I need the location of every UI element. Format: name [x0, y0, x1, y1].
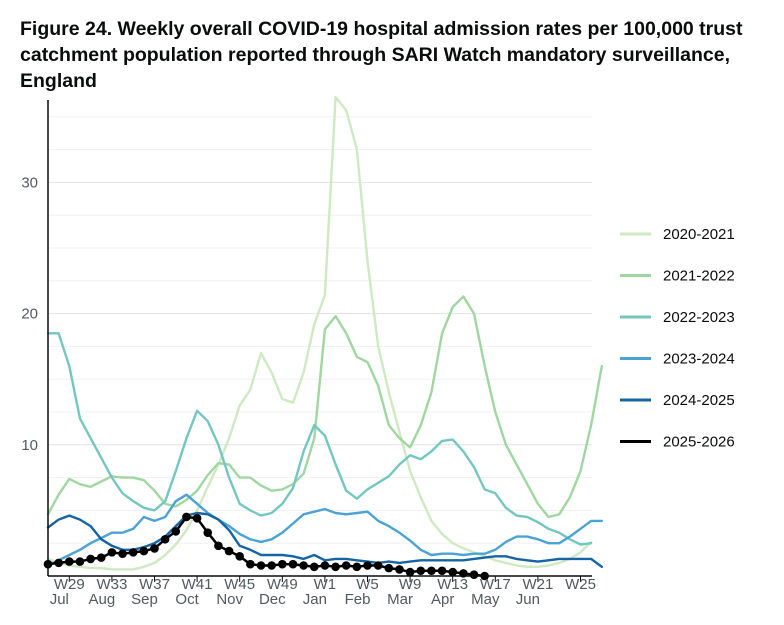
series-point-2025-2026 [320, 561, 330, 570]
series-point-2025-2026 [182, 512, 191, 522]
series-line-2023-2024 [46, 493, 603, 567]
legend-label: 2024-2025 [663, 392, 735, 409]
series-point-2025-2026 [65, 557, 74, 566]
x-tick-week-label: W9 [399, 576, 422, 593]
series-point-2025-2026 [363, 561, 372, 570]
x-tick-week-label: W33 [96, 576, 127, 593]
x-tick-month-label: Dec [259, 591, 286, 608]
series-point-2025-2026 [395, 565, 404, 574]
x-tick-week-label: W5 [356, 576, 379, 593]
series-point-2025-2026 [309, 562, 319, 572]
x-tick-month-label: Jan [303, 591, 327, 608]
series-point-2025-2026 [246, 559, 255, 569]
series-point-2025-2026 [139, 546, 149, 556]
series-line-2022-2023 [46, 332, 593, 546]
series-lines [46, 95, 603, 578]
x-tick-week-label: W25 [565, 576, 596, 593]
series-markers [43, 512, 489, 581]
series-point-2025-2026 [299, 561, 308, 570]
series-point-2025-2026 [352, 562, 362, 572]
legend-label: 2022-2023 [663, 309, 735, 326]
x-tick-week-label: W49 [267, 576, 298, 593]
series-point-2025-2026 [150, 544, 159, 553]
x-tick-week-label: W29 [54, 576, 85, 593]
x-tick-week-label: W21 [522, 576, 553, 593]
series-point-2025-2026 [341, 561, 351, 570]
y-tick-label: 10 [21, 437, 38, 454]
series-point-2025-2026 [405, 567, 415, 577]
series-point-2025-2026 [128, 548, 138, 557]
series-point-2025-2026 [107, 548, 117, 557]
series-point-2025-2026 [86, 554, 95, 564]
series-point-2025-2026 [160, 534, 170, 544]
series-point-2025-2026 [469, 570, 479, 579]
series-point-2025-2026 [118, 549, 127, 558]
series-point-2025-2026 [192, 513, 202, 523]
series-point-2025-2026 [96, 553, 106, 562]
x-tick-week-label: W37 [139, 576, 170, 593]
y-tick-label: 20 [21, 306, 38, 323]
x-tick-month-label: Feb [345, 591, 371, 608]
series-point-2025-2026 [384, 563, 394, 573]
series-point-2025-2026 [278, 559, 287, 569]
series-line-2024-2025 [46, 511, 603, 568]
series-point-2025-2026 [256, 561, 266, 570]
x-tick-month-label: Oct [175, 591, 199, 608]
series-point-2025-2026 [75, 557, 85, 566]
x-tick-month-label: Jul [50, 591, 69, 608]
series-point-2025-2026 [267, 561, 276, 570]
series-point-2025-2026 [288, 559, 298, 569]
series-point-2025-2026 [437, 566, 447, 576]
grid-lines [48, 116, 592, 544]
series-point-2025-2026 [416, 566, 426, 576]
x-tick-week-label: W1 [314, 576, 337, 593]
series-point-2025-2026 [214, 541, 223, 551]
x-tick-month-label: Nov [216, 591, 243, 608]
series-point-2025-2026 [331, 562, 340, 572]
legend-label: 2021-2022 [663, 268, 735, 285]
x-tick-month-label: Sep [131, 591, 158, 608]
series-point-2025-2026 [224, 546, 234, 556]
legend-label: 2023-2024 [663, 351, 735, 368]
series-line-2020-2021 [46, 95, 593, 571]
series-point-2025-2026 [203, 528, 213, 538]
series-point-2025-2026 [171, 527, 181, 536]
x-tick-week-label: W45 [224, 576, 255, 593]
x-tick-month-label: Mar [387, 591, 413, 608]
series-point-2025-2026 [373, 561, 383, 570]
series-point-2025-2026 [427, 566, 436, 576]
x-tick-month-label: Apr [431, 591, 454, 608]
x-tick-week-label: W41 [182, 576, 213, 593]
x-tick-month-label: Jun [516, 591, 540, 608]
y-tick-label: 30 [21, 174, 38, 191]
legend: 2020-2021 2021-2022 2022-2023 2023-2024 2024… [620, 226, 735, 451]
series-point-2025-2026 [448, 567, 458, 577]
chart-title: Figure 24. Weekly overall COVID-19 hospi… [20, 18, 743, 92]
x-tick-month-label: Aug [89, 591, 116, 608]
legend-label: 2020-2021 [663, 226, 735, 243]
x-tick-week-label: W17 [480, 576, 511, 593]
series-point-2025-2026 [235, 552, 244, 561]
series-line-2021-2022 [46, 295, 603, 519]
x-tick-month-label: May [471, 591, 500, 608]
series-point-2025-2026 [54, 558, 63, 568]
x-tick-week-label: W13 [437, 576, 468, 593]
legend-label: 2025-2026 [663, 434, 735, 451]
